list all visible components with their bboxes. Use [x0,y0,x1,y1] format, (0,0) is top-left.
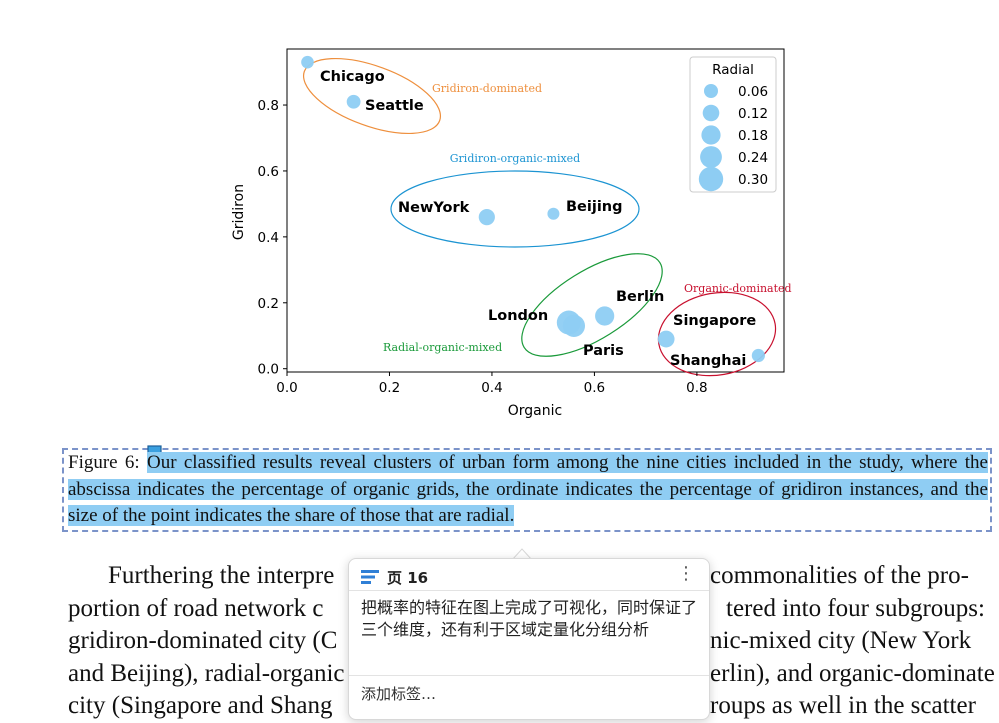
more-options-icon[interactable]: ⋮ [677,563,695,584]
legend-label: 0.24 [738,150,768,166]
cluster-label: Gridiron-dominated [432,82,542,95]
legend-marker [702,104,720,122]
add-tag-button[interactable]: 添加标签… [361,685,437,703]
body-line: Furthering the interpre commonalities of … [108,562,969,589]
y-tick-label: 0.0 [258,362,279,378]
y-tick-label: 0.2 [258,296,279,312]
legend-marker [700,146,722,168]
caption-selection-box[interactable] [62,448,992,532]
y-tick-label: 0.6 [258,164,279,180]
body-line: portion of road network c tered into four… [68,594,985,622]
cluster-label: Gridiron-organic-mixed [450,152,580,165]
x-tick-label: 0.6 [584,380,605,396]
scatter-chart: 0.0 0.2 0.4 0.6 0.8 0.0 0.2 0.4 0.6 0.8 Gridiron-… [231,48,792,419]
point-label: Berlin [616,289,664,305]
x-tick-label: 0.2 [379,380,400,396]
data-point [657,330,675,348]
point-label: Seattle [365,98,424,114]
point-label: London [488,308,548,324]
point-label: Singapore [673,313,756,329]
legend-label: 0.18 [738,128,768,144]
x-tick-label: 0.8 [686,380,707,396]
point-label: Chicago [320,69,385,85]
x-axis-label: Organic [508,403,562,419]
plot-area [286,48,785,373]
cluster-ellipse [390,170,640,248]
point-label: NewYork [398,200,470,216]
caption-highlighted-text[interactable]: Our classified results reveal clusters o… [68,452,988,526]
caption-prefix: Figure 6: [68,452,147,473]
y-tick-label: 0.4 [258,230,279,246]
data-point [346,94,361,109]
legend-marker [704,84,718,98]
legend-label: 0.06 [738,84,768,100]
data-point [301,55,314,69]
legend-marker [701,125,721,145]
popup-header: 页 16 [361,565,428,589]
cluster-ellipse [302,57,442,135]
point-label: Beijing [566,199,623,215]
data-point [562,314,586,337]
x-tick-label: 0.0 [276,380,297,396]
note-icon [361,570,379,584]
cluster-label: Organic-dominated [684,282,792,295]
figure-caption: Figure 6: Our classified results reveal … [68,450,988,530]
y-axis-label: Gridiron [231,184,247,240]
popup-note-text[interactable]: 把概率的特征在图上完成了可视化，同时保证了三个维度，还有利于区域定量化分组分析 [361,598,698,639]
data-point [595,306,615,326]
cluster-label: Radial-organic-mixed [383,341,502,354]
data-point [478,208,495,226]
data-point [751,348,765,363]
body-line: gridiron-dominated city (C nic-mixed city… [68,627,972,654]
x-tick-label: 0.4 [481,380,502,396]
annotation-popup: 页 16 ⋮ 把概率的特征在图上完成了可视化，同时保证了三个维度，还有利于区域定… [348,558,710,720]
divider [349,590,709,591]
point-label: Shanghai [670,353,746,369]
legend-title: Radial [712,62,754,78]
popup-page-label: 页 16 [387,568,429,587]
legend-marker [698,166,724,192]
legend-label: 0.30 [738,172,768,188]
divider [349,675,709,676]
point-label: Paris [583,343,624,359]
cluster-ellipse [521,253,663,357]
data-point [547,207,560,220]
body-line: and Beijing), radial-organic erlin), and … [68,659,995,687]
y-tick-label: 0.8 [258,98,279,114]
legend-label: 0.12 [738,106,768,122]
cluster-ellipse [657,291,777,377]
